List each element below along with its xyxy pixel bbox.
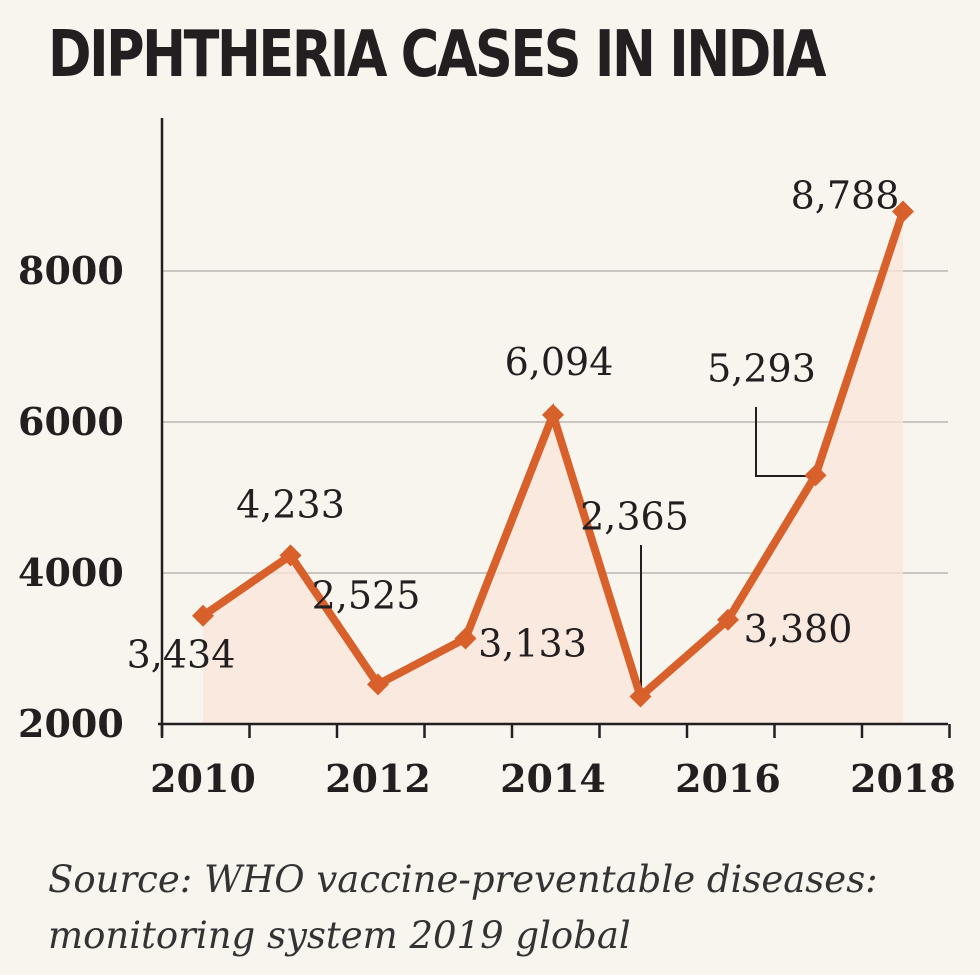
data-marker <box>454 627 477 650</box>
leader-line <box>755 407 808 477</box>
data-label: 8,788 <box>791 174 900 218</box>
data-label: 2,525 <box>312 573 421 617</box>
source-note: Source: WHO vaccine-preventable diseases… <box>48 858 878 957</box>
x-tick-label: 2012 <box>325 756 431 801</box>
y-tick-label: 6000 <box>18 399 124 444</box>
x-tick-label: 2018 <box>850 756 956 801</box>
data-marker <box>717 608 739 631</box>
y-tick-label: 8000 <box>18 248 124 293</box>
leader-lines <box>640 407 808 688</box>
x-tick-labels: 2010 2012 2014 2016 2018 <box>150 756 956 801</box>
data-marker <box>192 604 214 627</box>
data-markers <box>192 200 914 708</box>
axes <box>158 118 951 738</box>
data-marker <box>804 464 827 487</box>
data-label: 3,133 <box>478 621 587 665</box>
x-tick-label: 2010 <box>150 756 256 801</box>
y-tick-labels: 2000 4000 6000 8000 <box>18 248 124 746</box>
data-label: 2,365 <box>580 494 689 538</box>
x-tick-label: 2016 <box>675 756 781 801</box>
data-labels: 3,434 4,233 2,525 3,133 6,094 2,365 3,380 5,293… <box>127 174 900 677</box>
data-label: 4,233 <box>236 482 345 526</box>
data-marker <box>629 685 652 708</box>
x-tick-label: 2014 <box>500 756 606 801</box>
chart-title: DIPHTHERIA CASES IN INDIA <box>48 18 827 92</box>
y-tick-label: 2000 <box>18 701 124 746</box>
data-marker <box>892 200 914 223</box>
data-marker <box>279 544 302 567</box>
line-chart: 2000 4000 6000 8000 2010 2012 2014 2016 2018 3,… <box>18 118 956 801</box>
data-label: 5,293 <box>707 346 816 390</box>
data-label: 3,380 <box>744 607 853 651</box>
data-label: 3,434 <box>127 633 236 677</box>
data-marker <box>542 403 564 426</box>
y-tick-label: 4000 <box>18 550 124 595</box>
data-label: 6,094 <box>505 340 614 384</box>
area-fill <box>203 211 903 725</box>
data-marker <box>367 673 389 696</box>
